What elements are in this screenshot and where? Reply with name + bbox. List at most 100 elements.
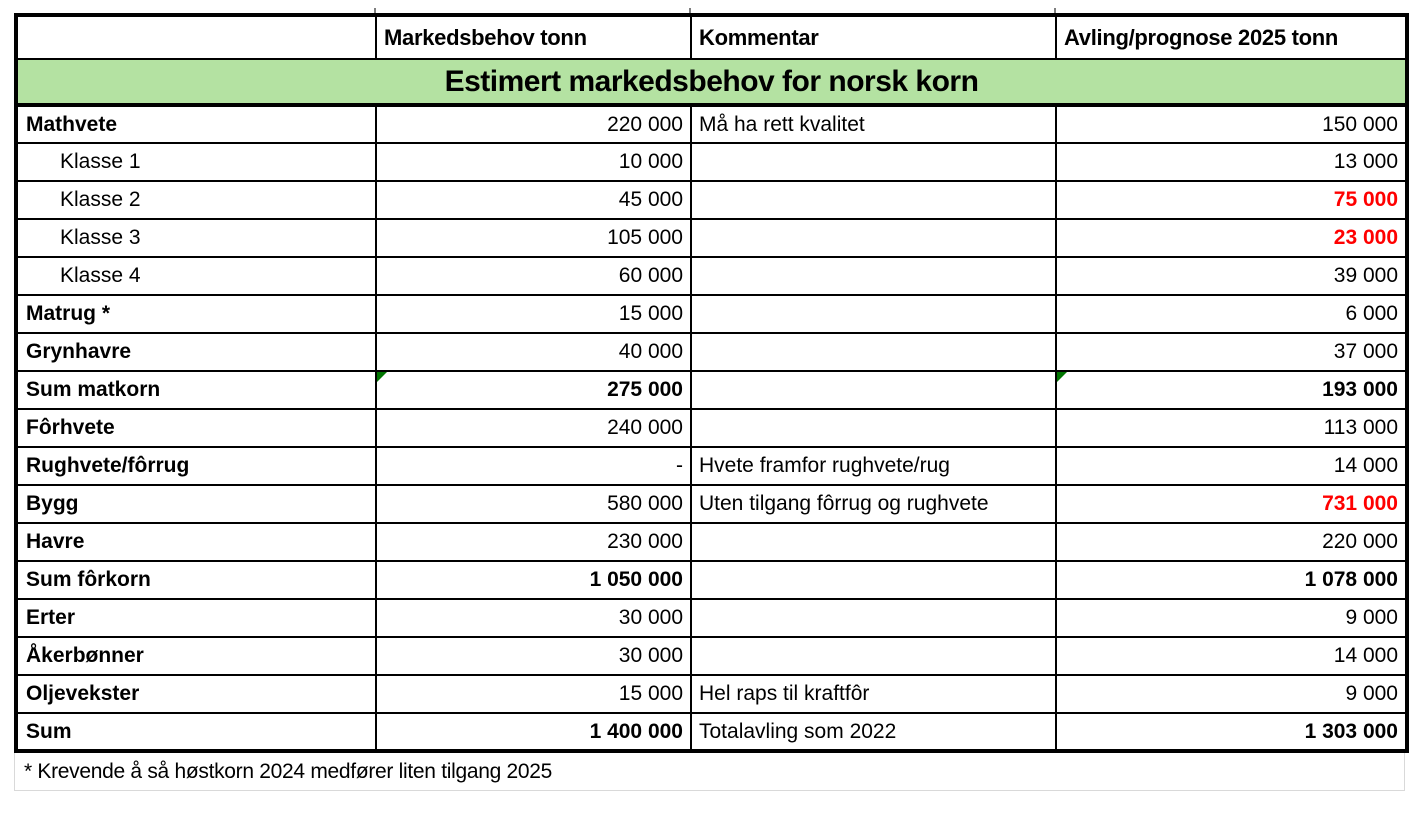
avling-cell[interactable]: 1 303 000 [1055, 712, 1408, 752]
markedsbehov-cell[interactable]: 40 000 [375, 332, 692, 372]
kommentar-cell[interactable] [690, 256, 1057, 296]
markedsbehov-cell[interactable]: 15 000 [375, 294, 692, 334]
avling-value: 75 000 [1333, 188, 1398, 211]
row-label-cell[interactable]: Mathvete [15, 104, 377, 144]
row-label-cell[interactable]: Havre [15, 522, 377, 562]
avling-cell[interactable]: 14 000 [1055, 446, 1408, 486]
table-row: Klasse 4 60 000 39 000 [15, 256, 1408, 296]
column-header-avling-prognose[interactable]: Avling/prognose 2025 tonn [1055, 14, 1408, 60]
markedsbehov-cell[interactable]: 1 400 000 [375, 712, 692, 752]
avling-cell[interactable]: 75 000 [1055, 180, 1408, 220]
avling-cell[interactable]: 9 000 [1055, 598, 1408, 638]
kommentar-cell[interactable]: Hel raps til kraftfôr [690, 674, 1057, 714]
kommentar-cell[interactable]: Hvete framfor rughvete/rug [690, 446, 1057, 486]
row-label-cell[interactable]: Fôrhvete [15, 408, 377, 448]
avling-cell[interactable]: 113 000 [1055, 408, 1408, 448]
markedsbehov-cell[interactable]: 1 050 000 [375, 560, 692, 600]
row-label: Havre [26, 530, 85, 553]
row-label-cell[interactable]: Klasse 3 [15, 218, 377, 258]
kommentar-text: Hel raps til kraftfôr [699, 682, 870, 705]
markedsbehov-cell[interactable]: 45 000 [375, 180, 692, 220]
column-header-produkt[interactable] [15, 14, 377, 60]
avling-value: 37 000 [1333, 340, 1398, 363]
row-label: Sum fôrkorn [26, 568, 151, 591]
row-label: Fôrhvete [26, 416, 115, 439]
column-header-kommentar[interactable]: Kommentar [690, 14, 1057, 60]
kommentar-cell[interactable] [690, 180, 1057, 220]
table-row: Grynhavre 40 000 37 000 [15, 332, 1408, 372]
avling-value: 23 000 [1333, 226, 1398, 249]
avling-cell[interactable]: 193 000 [1055, 370, 1408, 410]
row-label-cell[interactable]: Åkerbønner [15, 636, 377, 676]
table-title[interactable]: Estimert markedsbehov for norsk korn [15, 58, 1408, 107]
avling-cell[interactable]: 39 000 [1055, 256, 1408, 296]
avling-value: 39 000 [1333, 264, 1398, 287]
markedsbehov-value: 40 000 [618, 340, 683, 363]
row-label: Mathvete [26, 112, 118, 136]
row-label: Erter [26, 606, 76, 629]
kommentar-cell[interactable] [690, 560, 1057, 600]
kommentar-cell[interactable] [690, 332, 1057, 372]
kommentar-cell[interactable] [690, 370, 1057, 410]
markedsbehov-cell[interactable]: 105 000 [375, 218, 692, 258]
markedsbehov-cell[interactable]: 10 000 [375, 142, 692, 182]
kommentar-cell[interactable] [690, 142, 1057, 182]
kommentar-text: Må ha rett kvalitet [699, 112, 865, 136]
markedsbehov-cell[interactable]: 580 000 [375, 484, 692, 524]
markedsbehov-cell[interactable]: 240 000 [375, 408, 692, 448]
row-label-cell[interactable]: Grynhavre [15, 332, 377, 372]
avling-cell[interactable]: 9 000 [1055, 674, 1408, 714]
markedsbehov-cell[interactable]: - [375, 446, 692, 486]
row-label: Oljevekster [26, 682, 140, 705]
row-label: Bygg [26, 492, 79, 515]
avling-cell[interactable]: 13 000 [1055, 142, 1408, 182]
markedsbehov-cell[interactable]: 230 000 [375, 522, 692, 562]
markedsbehov-value: 15 000 [618, 682, 683, 705]
kommentar-cell[interactable] [690, 636, 1057, 676]
avling-cell[interactable]: 731 000 [1055, 484, 1408, 524]
row-label-cell[interactable]: Oljevekster [15, 674, 377, 714]
markedsbehov-value: 1 400 000 [589, 719, 683, 743]
markedsbehov-value: 275 000 [607, 378, 683, 401]
avling-cell[interactable]: 14 000 [1055, 636, 1408, 676]
markedsbehov-cell[interactable]: 30 000 [375, 636, 692, 676]
markedsbehov-cell[interactable]: 30 000 [375, 598, 692, 638]
table-row: Klasse 3 105 000 23 000 [15, 218, 1408, 258]
avling-cell[interactable]: 220 000 [1055, 522, 1408, 562]
kommentar-cell[interactable] [690, 408, 1057, 448]
kommentar-cell[interactable] [690, 598, 1057, 638]
kommentar-cell[interactable]: Totalavling som 2022 [690, 712, 1057, 752]
markedsbehov-value: 240 000 [607, 416, 683, 439]
row-label-cell[interactable]: Rughvete/fôrrug [15, 446, 377, 486]
kommentar-cell[interactable] [690, 218, 1057, 258]
footnote-row[interactable]: * Krevende å så høstkorn 2024 medfører l… [14, 753, 1405, 791]
markedsbehov-cell[interactable]: 220 000 [375, 104, 692, 144]
row-label-cell[interactable]: Erter [15, 598, 377, 638]
kommentar-cell[interactable]: Uten tilgang fôrrug og rughvete [690, 484, 1057, 524]
column-header-markedsbehov[interactable]: Markedsbehov tonn [375, 14, 692, 60]
row-label-cell[interactable]: Bygg [15, 484, 377, 524]
table-row: Matrug * 15 000 6 000 [15, 294, 1408, 334]
kommentar-cell[interactable] [690, 522, 1057, 562]
row-label-cell[interactable]: Sum matkorn [15, 370, 377, 410]
table-row: Mathvete 220 000 Må ha rett kvalitet 150… [15, 104, 1408, 144]
markedsbehov-cell[interactable]: 60 000 [375, 256, 692, 296]
avling-cell[interactable]: 6 000 [1055, 294, 1408, 334]
row-label: Matrug * [26, 302, 110, 325]
row-label-cell[interactable]: Sum fôrkorn [15, 560, 377, 600]
kommentar-cell[interactable] [690, 294, 1057, 334]
row-label-cell[interactable]: Klasse 2 [15, 180, 377, 220]
avling-cell[interactable]: 37 000 [1055, 332, 1408, 372]
markedsbehov-value: 30 000 [618, 644, 683, 667]
avling-cell[interactable]: 1 078 000 [1055, 560, 1408, 600]
markedsbehov-cell[interactable]: 275 000 [375, 370, 692, 410]
kommentar-cell[interactable]: Må ha rett kvalitet [690, 104, 1057, 144]
row-label-cell[interactable]: Matrug * [15, 294, 377, 334]
row-label-cell[interactable]: Klasse 4 [15, 256, 377, 296]
avling-value: 220 000 [1322, 530, 1398, 553]
markedsbehov-cell[interactable]: 15 000 [375, 674, 692, 714]
avling-cell[interactable]: 23 000 [1055, 218, 1408, 258]
row-label-cell[interactable]: Klasse 1 [15, 142, 377, 182]
row-label-cell[interactable]: Sum [15, 712, 377, 752]
avling-cell[interactable]: 150 000 [1055, 104, 1408, 144]
